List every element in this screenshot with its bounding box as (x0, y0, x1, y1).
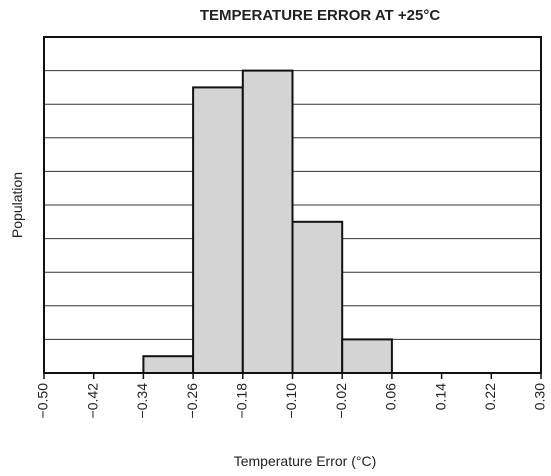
x-tick-label: −0.18 (234, 383, 250, 419)
x-tick-label: −0.26 (184, 383, 200, 419)
x-tick-label: −0.50 (35, 383, 51, 419)
y-axis-label: Population (9, 172, 25, 238)
x-tick-label: 0.30 (532, 383, 548, 410)
bar (241, 69, 294, 374)
x-tick-label: 0.06 (383, 383, 399, 410)
x-tick-label: −0.02 (333, 383, 349, 419)
x-tick-label: −0.10 (283, 383, 299, 419)
x-tick-label: −0.42 (84, 383, 100, 419)
bar (192, 86, 244, 375)
bar (142, 355, 195, 375)
chart-title: TEMPERATURE ERROR AT +25°C (200, 7, 440, 24)
x-tick-label: 0.14 (432, 383, 448, 410)
bar (341, 338, 393, 374)
bar (291, 220, 344, 374)
x-tick-label: 0.22 (482, 383, 498, 410)
x-tick-label: −0.34 (134, 383, 150, 419)
x-axis-label: Temperature Error (°C) (234, 453, 377, 469)
